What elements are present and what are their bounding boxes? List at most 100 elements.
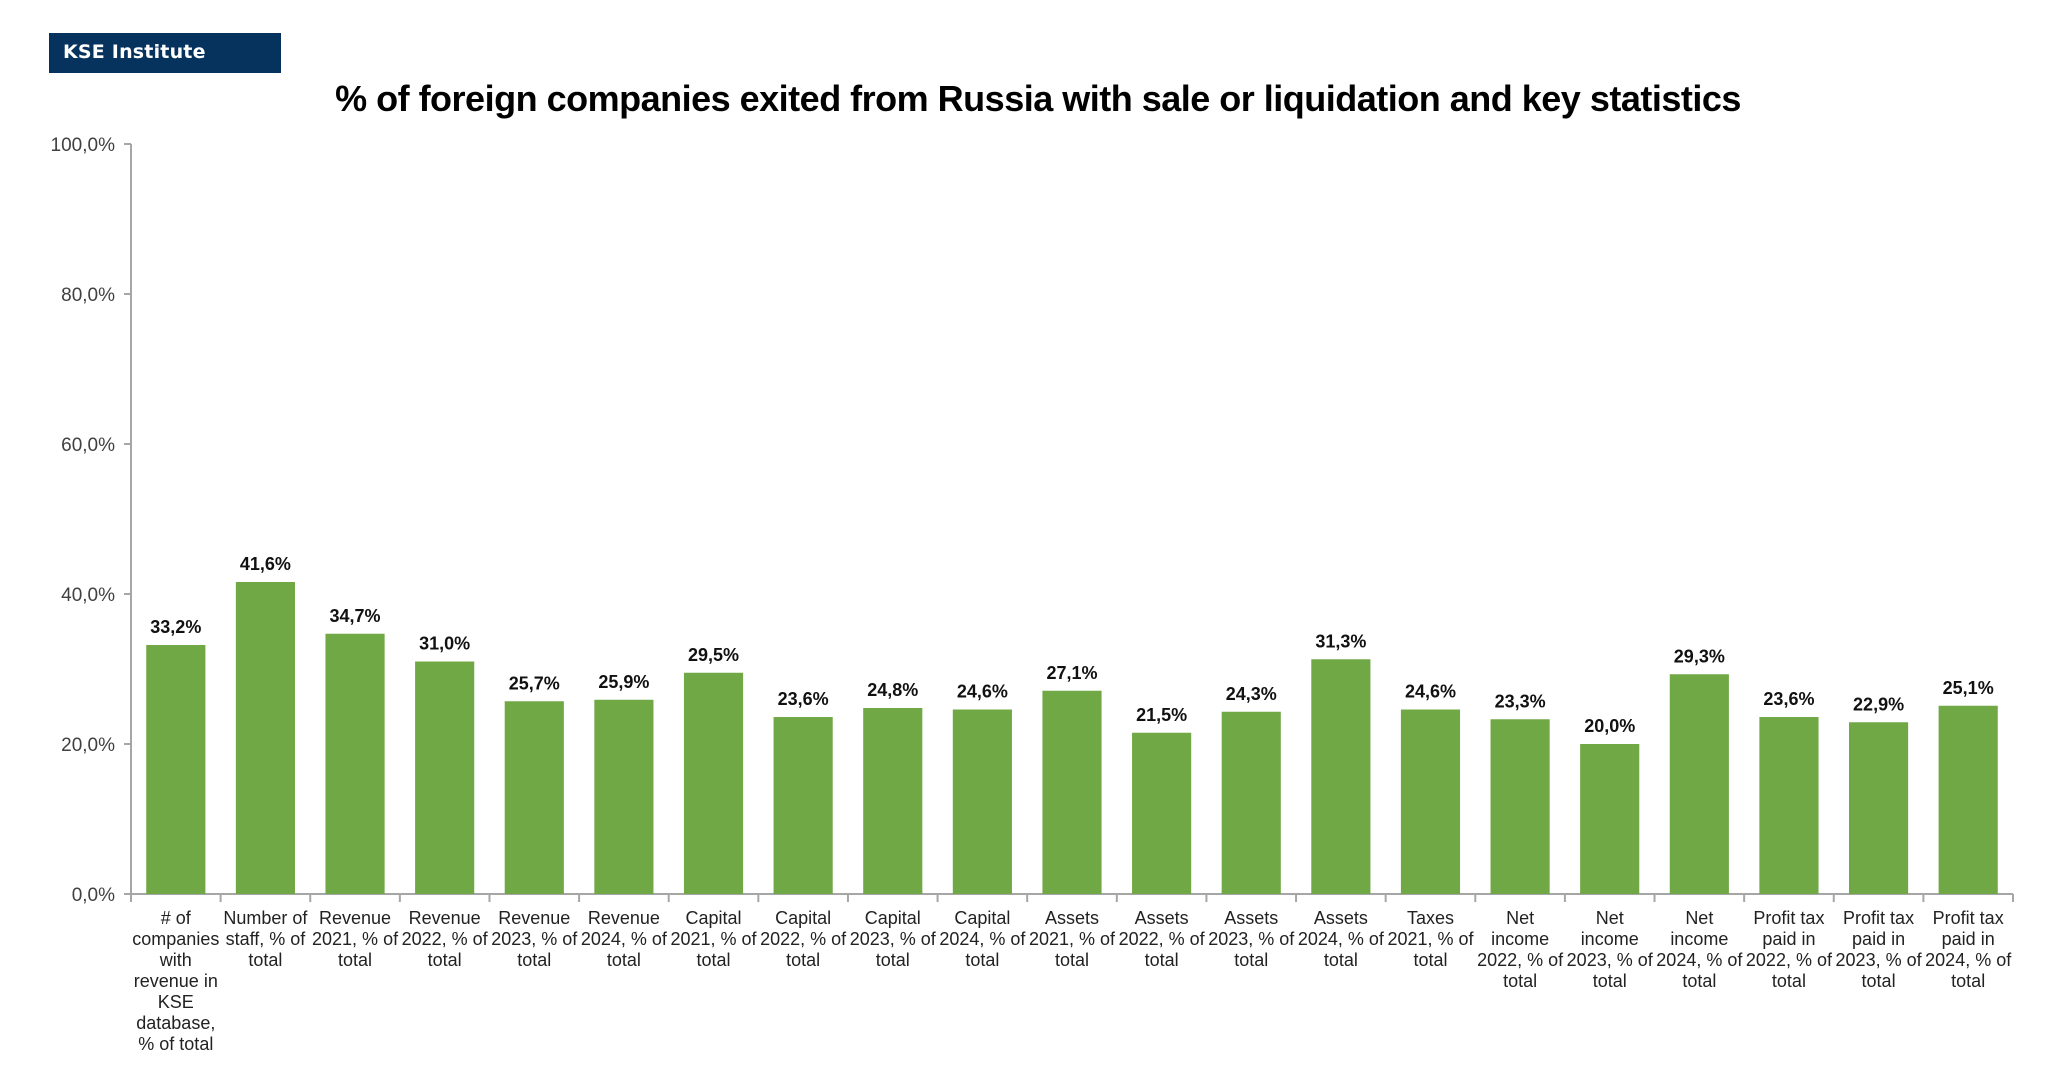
x-tick-label-line: Taxes <box>1407 908 1454 928</box>
bar <box>1938 705 1998 894</box>
bar <box>1490 719 1550 894</box>
x-tick-label-line: income <box>1670 929 1728 949</box>
bar <box>235 582 296 894</box>
logo-text: KSE Institute <box>63 41 206 63</box>
x-tick-label-line: total <box>1772 971 1806 991</box>
x-tick-label: Revenue 2021, % of total <box>312 908 399 970</box>
x-tick-label-line: Assets <box>1135 908 1189 928</box>
x-tick-label-line: Net <box>1685 908 1713 928</box>
x-tick-label: Assets 2021, % of total <box>1029 908 1116 970</box>
x-tick-label-line: income <box>1581 929 1639 949</box>
x-tick-label: Profit tax paid in 2023, % of total <box>1836 908 1923 991</box>
x-tick-label: Capital 2022, % of total <box>760 908 847 970</box>
x-tick-label-line: total <box>517 950 551 970</box>
x-tick-label-line: 2023, % of <box>491 929 578 949</box>
bar <box>325 633 385 894</box>
data-label: 23,3% <box>1495 691 1546 711</box>
y-tick-label: 80,0% <box>61 285 115 306</box>
data-label: 24,8% <box>867 680 918 700</box>
x-tick-label-line: total <box>1055 950 1089 970</box>
x-tick-label-line: total <box>428 950 462 970</box>
x-tick-label-line: staff, % of <box>226 929 307 949</box>
x-tick-label-line: 2022, % of <box>1119 929 1206 949</box>
x-tick-label-line: 2023, % of <box>850 929 937 949</box>
x-tick-label-line: total <box>1593 971 1627 991</box>
x-tick-label-line: Capital <box>686 908 742 928</box>
bar <box>1400 709 1461 894</box>
x-tick-label-line: database, <box>136 1013 215 1033</box>
x-tick-label-line: 2024, % of <box>1925 950 2012 970</box>
bar <box>1848 722 1909 894</box>
bar <box>1042 690 1102 894</box>
data-label: 21,5% <box>1136 705 1187 725</box>
x-tick-label: Taxes 2021, % of total <box>1387 908 1474 970</box>
bar <box>952 709 1012 894</box>
data-label: 27,1% <box>1046 663 1097 683</box>
x-tick-label: Net income 2023, % of total <box>1567 908 1654 991</box>
y-tick-label: 0,0% <box>72 885 115 906</box>
x-tick-label-line: 2023, % of <box>1208 929 1295 949</box>
data-label: 20,0% <box>1584 716 1635 736</box>
data-label: 24,6% <box>1405 682 1456 702</box>
x-tick-label-line: paid in <box>1762 929 1815 949</box>
x-tick-label-line: Profit tax <box>1843 908 1914 928</box>
x-tick-label-line: total <box>338 950 372 970</box>
y-tick-label: 60,0% <box>61 435 115 456</box>
data-label: 31,0% <box>419 634 470 654</box>
bar <box>504 701 564 894</box>
y-tick-label: 100,0% <box>51 135 116 156</box>
kse-institute-logo: KSE Institute <box>49 33 281 73</box>
x-tick-label-line: Capital <box>865 908 921 928</box>
x-tick-label-line: 2022, % of <box>402 929 489 949</box>
x-tick-label-line: Assets <box>1224 908 1278 928</box>
x-tick-label-line: KSE <box>158 992 194 1012</box>
x-tick-label: Assets 2023, % of total <box>1208 908 1295 970</box>
x-tick-label-line: Revenue <box>319 908 391 928</box>
x-tick-label: Profit tax paid in 2024, % of total <box>1925 908 2012 991</box>
x-tick-label: Net income 2024, % of total <box>1656 908 1743 991</box>
x-tick-label-line: total <box>248 950 282 970</box>
x-tick-label: Capital 2024, % of total <box>939 908 1026 970</box>
x-tick-label-line: paid in <box>1852 929 1905 949</box>
data-label: 25,7% <box>509 673 560 693</box>
data-label: 29,5% <box>688 645 739 665</box>
data-label: 25,1% <box>1943 678 1994 698</box>
x-tick-label: Number of staff, % of total <box>223 908 308 970</box>
data-label: 41,6% <box>240 554 291 574</box>
x-tick-label-line: revenue in <box>134 971 218 991</box>
x-tick-label-line: # of <box>161 908 192 928</box>
x-tick-label-line: Revenue <box>588 908 660 928</box>
x-tick-label-line: Number of <box>223 908 308 928</box>
x-tick-label-line: total <box>1951 971 1985 991</box>
x-tick-label-line: Revenue <box>498 908 570 928</box>
x-tick-label-line: % of total <box>138 1034 213 1054</box>
x-tick-label: Profit tax paid in 2022, % of total <box>1746 908 1833 991</box>
x-tick-label-line: 2024, % of <box>581 929 668 949</box>
x-tick-label-line: Capital <box>954 908 1010 928</box>
x-tick-label-line: 2021, % of <box>670 929 757 949</box>
x-tick-label: Assets 2022, % of total <box>1119 908 1206 970</box>
x-tick-label-line: total <box>1862 971 1896 991</box>
data-label: 34,7% <box>330 606 381 626</box>
x-tick-label-line: Assets <box>1314 908 1368 928</box>
bar <box>146 645 206 894</box>
x-tick-label: Revenue 2024, % of total <box>581 908 668 970</box>
bar <box>415 661 475 894</box>
x-tick-label: Capital 2021, % of total <box>670 908 757 970</box>
x-tick-label-line: with <box>159 950 192 970</box>
x-tick-label-line: companies <box>132 929 219 949</box>
x-tick-label-line: Capital <box>775 908 831 928</box>
x-tick-label-line: 2021, % of <box>1029 929 1116 949</box>
x-tick-label-line: Assets <box>1045 908 1099 928</box>
x-tick-label-line: 2022, % of <box>1746 950 1833 970</box>
x-tick-label-line: total <box>1503 971 1537 991</box>
x-tick-label-line: total <box>697 950 731 970</box>
x-tick-label-line: income <box>1491 929 1549 949</box>
x-tick-label-line: total <box>1324 950 1358 970</box>
x-tick-label-line: total <box>786 950 820 970</box>
bar <box>594 699 654 894</box>
x-tick-label-line: Revenue <box>409 908 481 928</box>
bar <box>1759 717 1819 894</box>
x-tick-label-line: 2022, % of <box>760 929 847 949</box>
